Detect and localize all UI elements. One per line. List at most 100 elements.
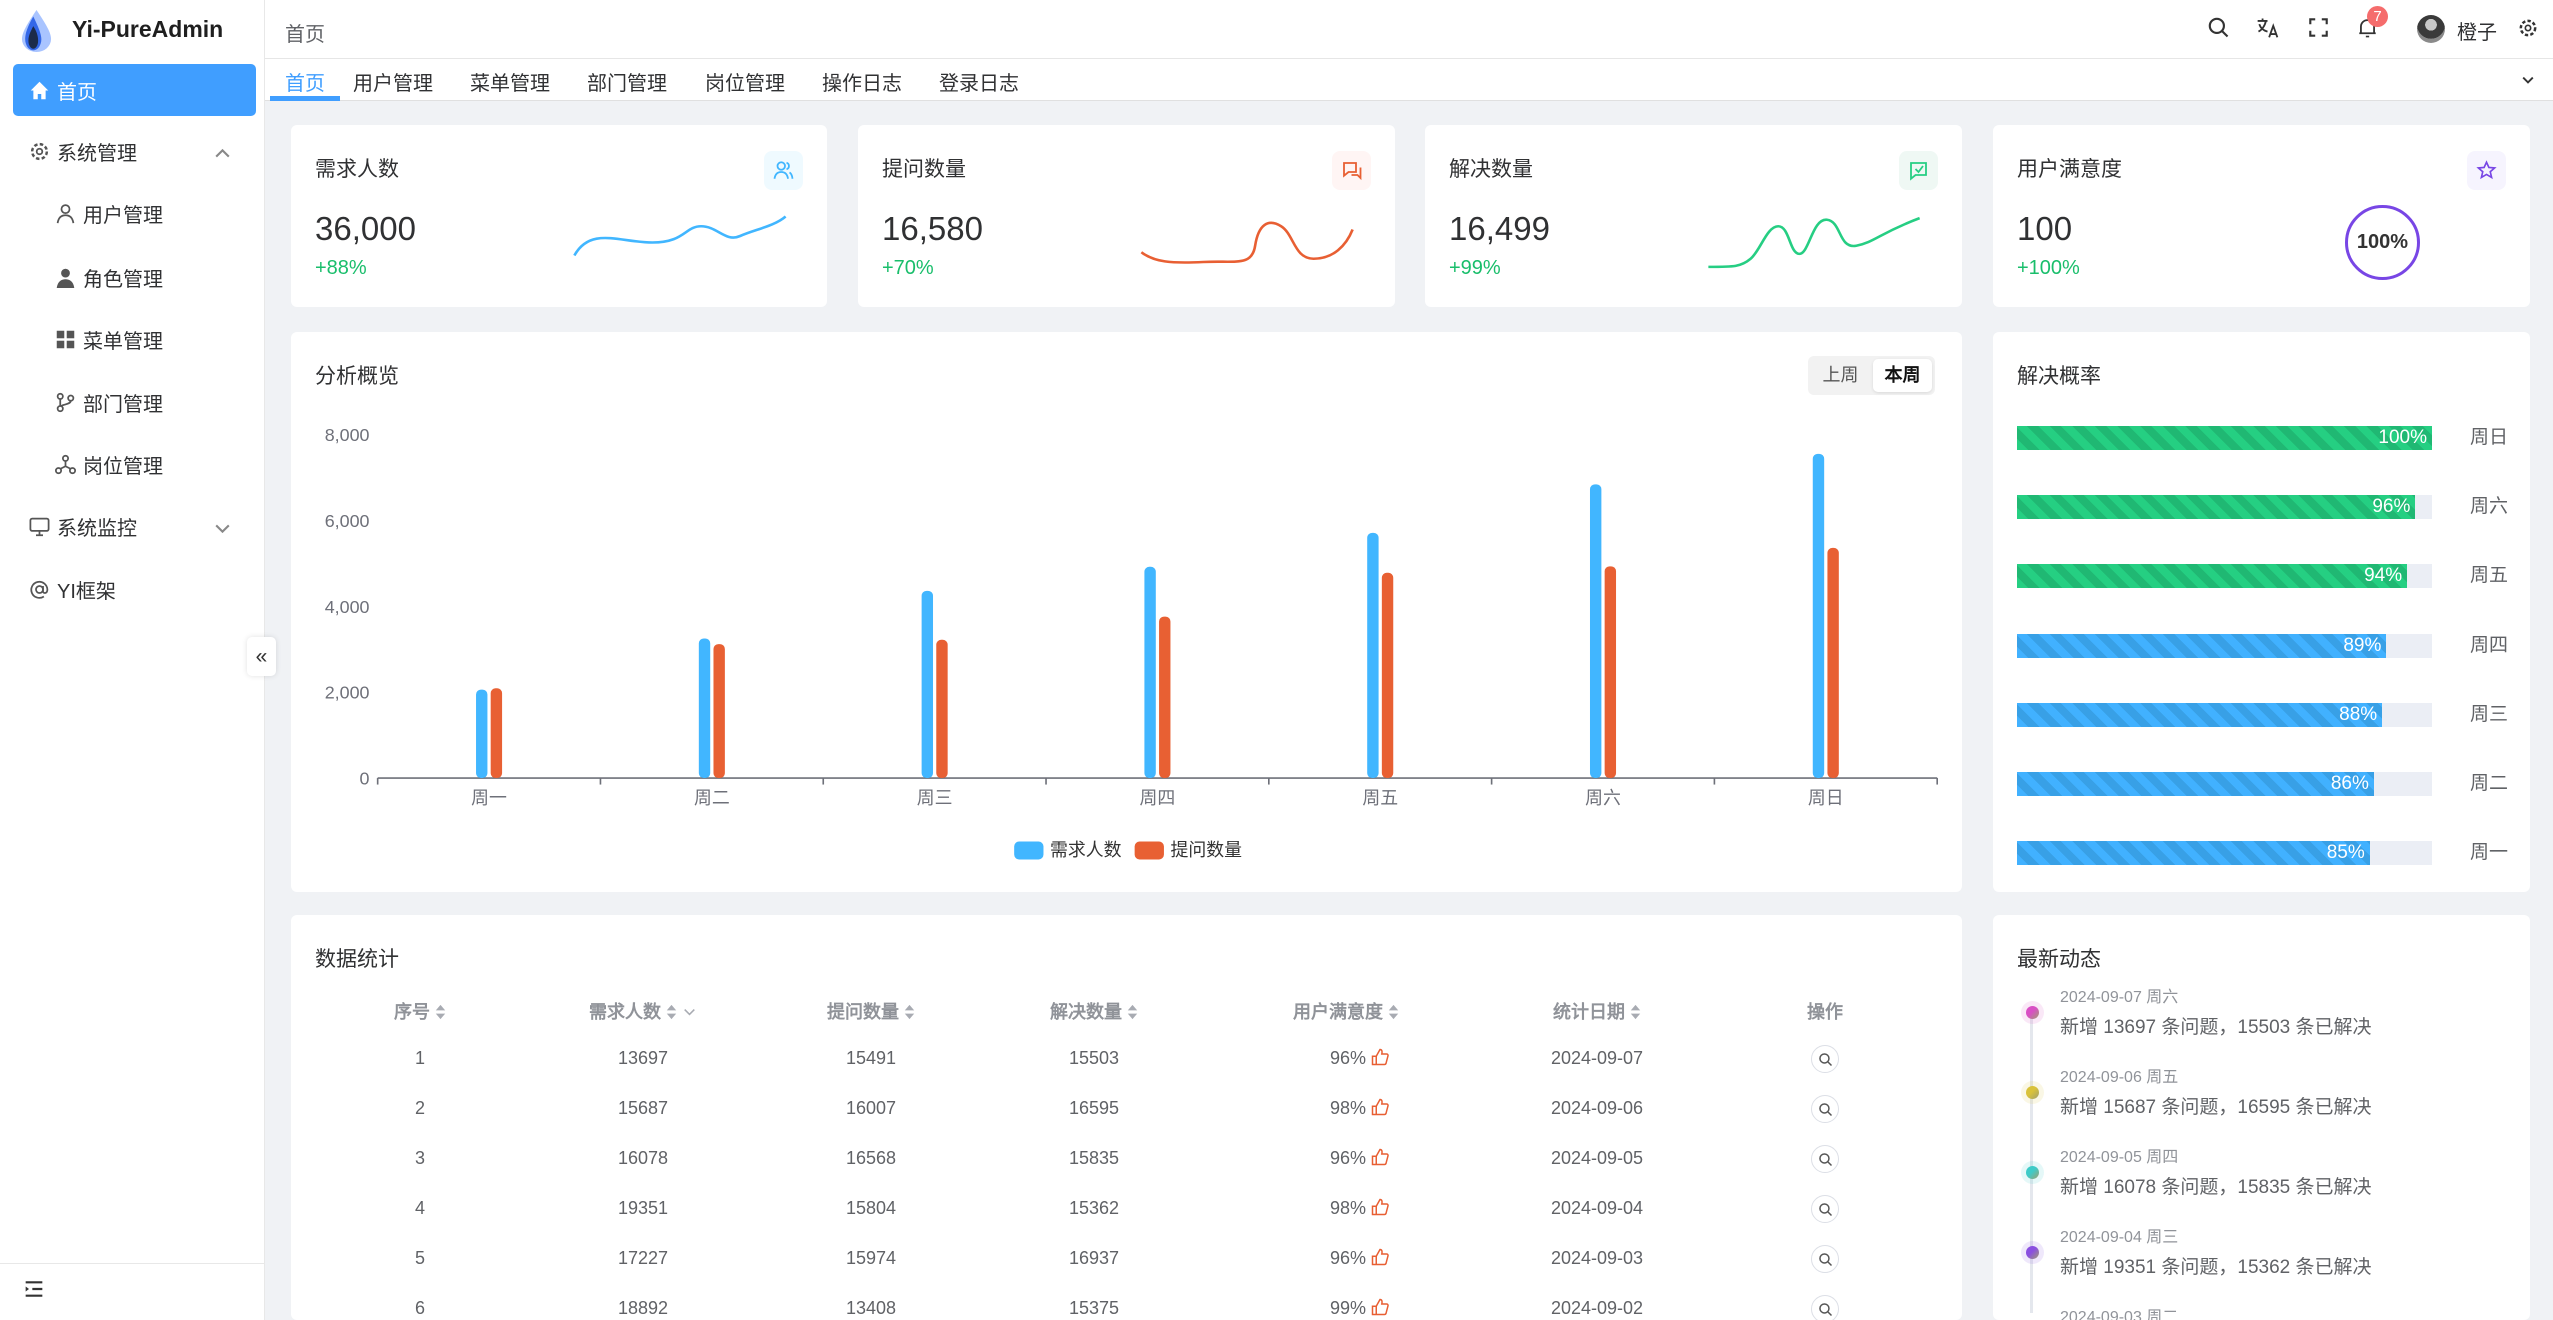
sort-icon[interactable] <box>435 1004 446 1020</box>
progress-bar: 89% <box>2017 633 2432 658</box>
sidebar-item-users[interactable]: 用户管理 <box>13 187 256 239</box>
progress-fill: 100% <box>2017 426 2432 450</box>
column-header-label: 需求人数 <box>589 1002 661 1022</box>
bar-questions[interactable] <box>1604 566 1617 779</box>
data-table-card: 数据统计 序号 需求人数 提问数量 解决数量 用户满意度 统计日期 操作 1 13697 1549… <box>291 915 1962 1320</box>
tab-positions[interactable]: 岗位管理 <box>705 73 785 95</box>
column-header[interactable]: 提问数量 <box>827 998 915 1024</box>
table-cell: 2024-09-03 <box>1551 1248 1643 1269</box>
bar-questions[interactable] <box>1381 572 1394 779</box>
username[interactable]: 橙子 <box>2457 22 2497 44</box>
sort-icon[interactable] <box>1388 1004 1399 1020</box>
y-tick-label: 4,000 <box>325 597 370 617</box>
legend-label[interactable]: 提问数量 <box>1170 840 1242 860</box>
day-label: 周一 <box>2470 842 2509 864</box>
table-cell: 4 <box>415 1198 425 1219</box>
table-cell: 96% <box>1330 1148 1389 1169</box>
bar-demand[interactable] <box>1367 532 1379 779</box>
settings-gear-icon[interactable] <box>2518 18 2538 38</box>
progress-label: 86% <box>2330 773 2369 794</box>
stat-card-solved: 解决数量 16,499 +99% <box>1425 125 1962 307</box>
stat-title: 用户满意度 <box>2017 158 2122 181</box>
monitor-icon <box>29 517 50 536</box>
sidebar-item-departments[interactable]: 部门管理 <box>13 376 256 428</box>
progress-label: 88% <box>2339 703 2378 725</box>
legend-label[interactable]: 需求人数 <box>1050 840 1122 860</box>
bar-questions[interactable] <box>1827 547 1839 779</box>
x-tick-label: 周六 <box>1585 788 1621 808</box>
stat-value: 16,580 <box>882 210 983 247</box>
table-cell: 16937 <box>1069 1248 1119 1269</box>
sort-icon[interactable] <box>666 1004 677 1020</box>
sidebar-item-home[interactable]: 首页 <box>13 64 256 116</box>
sort-icon[interactable] <box>1630 1004 1641 1020</box>
this-week-button[interactable]: 本周 <box>1873 359 1932 392</box>
sidebar-item-positions[interactable]: 岗位管理 <box>13 438 256 490</box>
star-icon <box>2476 160 2497 180</box>
fullscreen-icon[interactable] <box>2307 16 2330 39</box>
timeline-text: 新增 19351 条问题，15362 条已解决 <box>2060 1257 2372 1278</box>
sort-icon[interactable] <box>904 1004 915 1020</box>
table-row: 2 15687 16007 16595 98% 2024-09-06 <box>291 1095 1962 1123</box>
at-icon <box>30 580 49 599</box>
search-icon[interactable] <box>2207 16 2230 39</box>
breadcrumb[interactable]: 首页 <box>285 24 325 46</box>
tab-operation-log[interactable]: 操作日志 <box>822 73 902 95</box>
table-cell: 15362 <box>1069 1198 1119 1219</box>
sidebar-item-monitor[interactable]: 系统监控 <box>13 500 256 552</box>
view-detail-button[interactable] <box>1811 1295 1839 1320</box>
bar-demand[interactable] <box>1812 453 1825 779</box>
bar-demand[interactable] <box>1589 484 1602 779</box>
view-detail-button[interactable] <box>1811 1195 1839 1223</box>
table-cell: 2024-09-05 <box>1551 1148 1643 1169</box>
tab-departments[interactable]: 部门管理 <box>587 73 667 95</box>
cell-value: 15835 <box>1068 1148 1120 1168</box>
last-week-button[interactable]: 上周 <box>1822 365 1859 385</box>
tab-login-log[interactable]: 登录日志 <box>939 73 1019 95</box>
tab-users[interactable]: 用户管理 <box>353 73 433 95</box>
bar-demand[interactable] <box>1144 566 1156 779</box>
column-header[interactable]: 用户满意度 <box>1293 998 1399 1024</box>
day-label: 周二 <box>2470 773 2509 794</box>
column-header[interactable]: 统计日期 <box>1553 998 1641 1024</box>
table-row: 6 18892 13408 15375 99% 2024-09-02 <box>291 1295 1962 1320</box>
timeline-date: 2024-09-06 周五 <box>2060 1069 2179 1086</box>
table-row: 3 16078 16568 15835 96% 2024-09-05 <box>291 1145 1962 1173</box>
menu-fold-icon[interactable] <box>24 1279 44 1299</box>
collapse-sidebar-button[interactable]: « <box>247 637 276 676</box>
view-detail-button[interactable] <box>1811 1245 1839 1273</box>
avatar[interactable] <box>2417 15 2445 43</box>
chevron-down-icon[interactable] <box>2520 72 2536 88</box>
cell-value: 99% <box>1330 1298 1367 1318</box>
stat-icon-box <box>2467 151 2506 190</box>
view-detail-button[interactable] <box>1811 1045 1839 1073</box>
chevron-up-icon <box>215 148 230 158</box>
view-detail-button[interactable] <box>1811 1145 1839 1173</box>
bar-questions[interactable] <box>936 639 948 779</box>
bar-questions[interactable] <box>490 688 503 779</box>
view-detail-button[interactable] <box>1811 1095 1839 1123</box>
column-header[interactable]: 需求人数 <box>589 998 697 1024</box>
legend-swatch[interactable] <box>1134 841 1164 860</box>
bar-questions[interactable] <box>1159 616 1171 779</box>
sidebar-item-menus[interactable]: 菜单管理 <box>13 313 256 365</box>
thumbs-up-icon <box>1371 1098 1389 1116</box>
bar-questions[interactable] <box>713 644 725 779</box>
tab-menus[interactable]: 菜单管理 <box>470 73 550 95</box>
sidebar-item-roles[interactable]: 角色管理 <box>13 251 256 303</box>
bar-demand[interactable] <box>921 590 934 779</box>
tab-home[interactable]: 首页 <box>285 73 325 95</box>
thumbs-up-icon <box>1371 1198 1389 1216</box>
column-header[interactable]: 序号 <box>394 998 446 1024</box>
column-header[interactable]: 解决数量 <box>1050 998 1138 1024</box>
sidebar-item-yi-framework[interactable]: YI框架 <box>13 563 256 615</box>
sort-icon[interactable] <box>1127 1004 1138 1020</box>
users-icon <box>773 161 794 179</box>
legend-swatch[interactable] <box>1014 841 1044 860</box>
bar-demand[interactable] <box>476 689 488 779</box>
sidebar-item-system[interactable]: 系统管理 <box>13 125 256 177</box>
bar-demand[interactable] <box>698 638 711 779</box>
translate-icon[interactable] <box>2256 16 2279 39</box>
filter-chevron-icon[interactable] <box>682 1004 697 1020</box>
active-tab-indicator <box>270 96 340 101</box>
